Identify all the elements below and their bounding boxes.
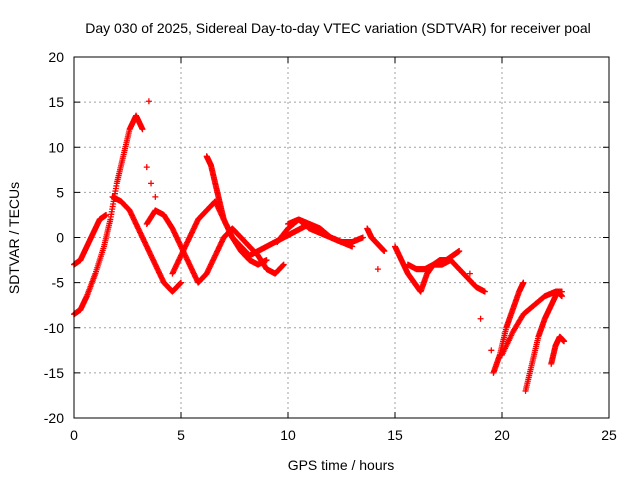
x-tick-label: 20 <box>494 427 510 443</box>
data-point <box>263 257 270 264</box>
plot-frame <box>73 56 610 419</box>
data-point <box>477 315 484 322</box>
data-point <box>469 279 476 286</box>
y-tick-label: 20 <box>48 49 64 65</box>
data-points <box>71 98 568 394</box>
y-tick-label: -5 <box>52 275 65 291</box>
x-tick-label: 25 <box>601 427 617 443</box>
y-tick-label: 5 <box>56 184 64 200</box>
data-point <box>374 266 381 273</box>
y-tick-label: -15 <box>44 365 64 381</box>
data-point <box>381 248 388 255</box>
y-axis-label: SDTVAR / TECUs <box>6 182 22 294</box>
data-point <box>103 211 110 218</box>
data-point <box>558 288 565 295</box>
y-tick-label: 0 <box>56 230 64 246</box>
y-tick-label: 15 <box>48 94 64 110</box>
data-point <box>466 270 473 277</box>
tick-labels: 0 5 10 15 20 25 -20 -15 -10 -5 0 5 10 15 20 <box>44 49 617 443</box>
x-tick-label: 10 <box>280 427 296 443</box>
data-point <box>145 98 152 105</box>
data-point <box>152 193 159 200</box>
data-point <box>359 234 366 241</box>
data-point <box>561 338 568 345</box>
grid <box>74 57 609 418</box>
x-axis-label: GPS time / hours <box>288 457 395 473</box>
data-point <box>178 279 184 286</box>
x-tick-label: 5 <box>177 427 185 443</box>
x-tick-label: 15 <box>387 427 403 443</box>
data-point <box>280 261 287 268</box>
x-tick-label: 0 <box>70 427 78 443</box>
data-point <box>148 180 155 187</box>
y-tick-label: 10 <box>48 139 64 155</box>
data-point <box>520 279 527 286</box>
data-point <box>481 288 488 295</box>
data-point <box>143 164 150 171</box>
chart-title: Day 030 of 2025, Sidereal Day-to-day VTE… <box>85 20 591 36</box>
data-point <box>139 126 146 133</box>
data-point <box>488 347 495 354</box>
y-tick-label: -10 <box>44 320 64 336</box>
data-point <box>456 248 463 255</box>
y-tick-label: -20 <box>44 410 64 426</box>
